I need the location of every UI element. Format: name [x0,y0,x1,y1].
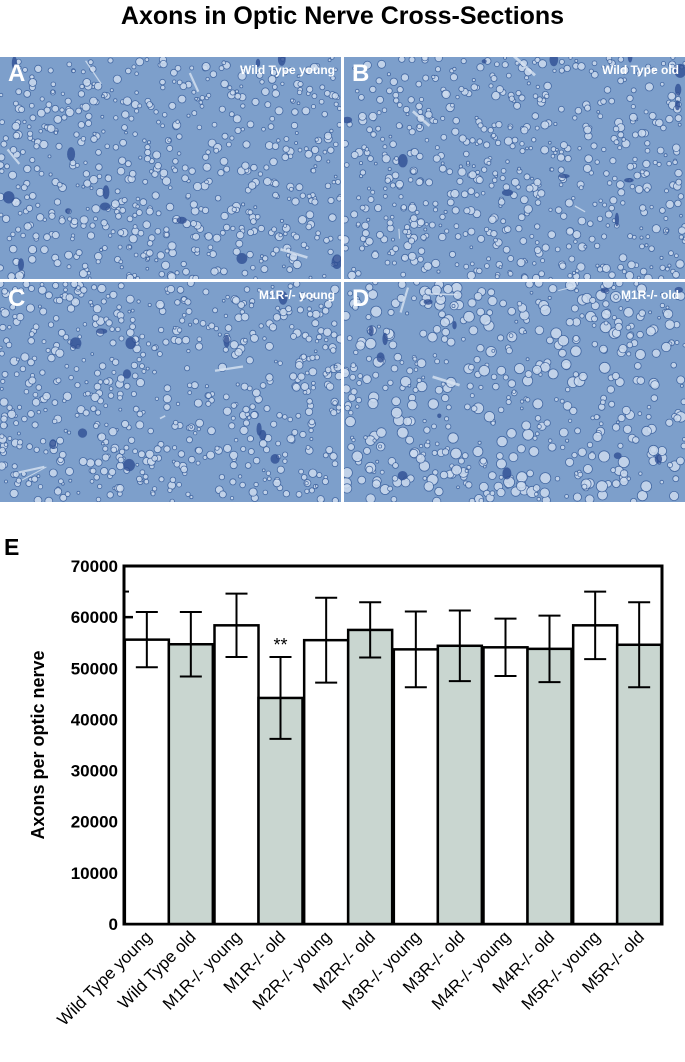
chart-panel-letter: E [4,534,20,560]
micrograph-panel-b: B Wild Type old [344,57,685,279]
bar [123,638,171,926]
y-tick-label: 70000 [71,557,118,576]
bar [167,642,215,926]
page-title: Axons in Optic Nerve Cross-Sections [120,2,565,30]
bar [346,628,394,926]
y-tick-label: 20000 [71,813,118,832]
significance-annotation: ** [273,635,287,655]
panel-letter: D [352,285,370,312]
y-tick-label: 10000 [71,864,118,883]
micrograph-panel-a: A Wild Type young [0,57,341,279]
micrograph-texture [344,282,685,502]
panel-caption: Wild Type old [602,63,679,77]
y-tick-label: 60000 [71,608,118,627]
panel-caption: M1R-/- old [621,288,679,302]
x-tick-label: Wild Type old [114,927,199,1012]
micrograph-texture [344,57,685,279]
panel-caption: Wild Type young [240,63,335,77]
y-axis-label: Axons per optic nerve [28,650,48,839]
bar [213,624,260,926]
micrograph-texture [0,282,341,502]
bar [526,647,573,926]
bar [571,624,619,926]
panel-caption: M1R-/- young [259,288,335,302]
micrograph-texture [0,57,341,279]
bar [436,644,484,926]
y-tick-label: 40000 [71,710,118,729]
bar-chart: 0 10000 20000 30000 40000 50000 60000 70000 Axon… [28,557,664,1029]
bar [615,643,663,926]
panel-letter: C [8,285,26,312]
bar [482,646,529,926]
bar [392,648,440,926]
y-tick-label: 30000 [71,762,118,781]
panel-letter: B [352,60,370,87]
y-tick-label: 0 [109,915,118,934]
panel-letter: A [8,60,26,87]
y-tick-label: 50000 [71,659,118,678]
micrograph-panel-c: C M1R-/- young [0,282,341,502]
micrograph-panel-d: D M1R-/- old [344,282,685,502]
